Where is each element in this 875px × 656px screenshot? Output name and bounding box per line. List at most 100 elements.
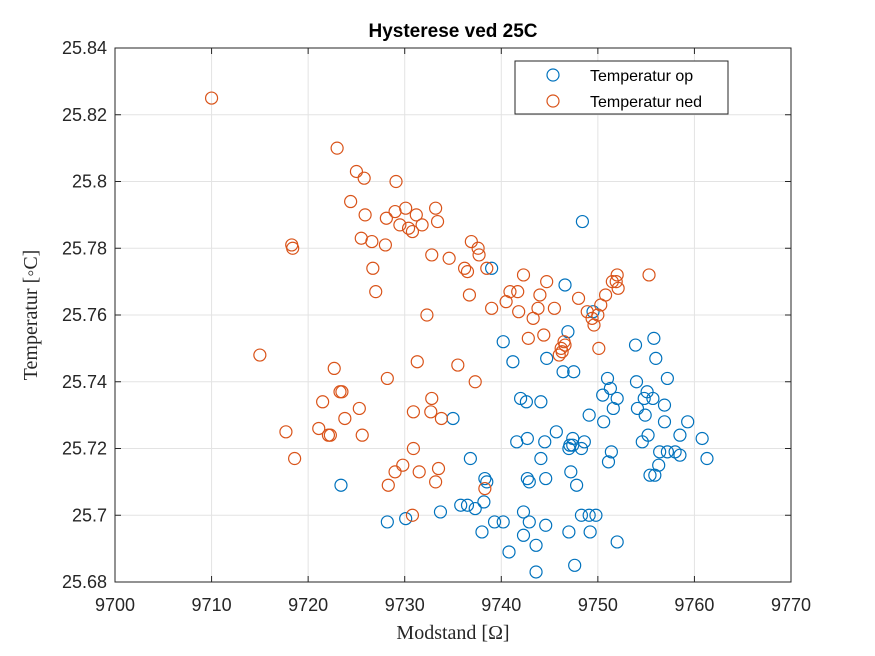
data-point-temperatur-ned (537, 328, 551, 342)
data-point-temperatur-op (399, 511, 413, 526)
data-point-temperatur-op (660, 371, 674, 386)
x-tick-label: 9740 (481, 595, 521, 615)
y-tick-label: 25.78 (62, 238, 107, 258)
data-point-temperatur-ned (327, 361, 341, 375)
x-axis-label: Modstand [Ω] (396, 622, 509, 644)
data-point-temperatur-ned (533, 288, 547, 302)
data-point-temperatur-ned (396, 458, 410, 472)
data-point-temperatur-op (604, 445, 618, 459)
data-point-temperatur-ned (555, 345, 569, 359)
data-point-temperatur-ned (472, 248, 486, 262)
x-tick-label: 9760 (674, 595, 714, 615)
data-point-temperatur-ned (389, 174, 403, 189)
data-point-temperatur-op (582, 508, 596, 522)
x-tick-label: 9710 (192, 595, 232, 615)
data-point-temperatur-ned (378, 238, 392, 252)
data-point-temperatur-ned (457, 261, 472, 275)
data-point-temperatur-op (549, 425, 563, 439)
data-point-temperatur-op (562, 525, 576, 539)
data-point-temperatur-op (520, 471, 534, 486)
data-point-temperatur-ned (558, 338, 572, 352)
series-temperatur-ned (204, 91, 656, 522)
data-point-temperatur-ned (279, 425, 293, 439)
data-point-temperatur-op (534, 451, 548, 466)
data-point-temperatur-op (496, 515, 510, 529)
data-point-temperatur-ned (393, 218, 407, 232)
x-tick-label: 9770 (771, 595, 811, 615)
data-point-temperatur-ned (462, 288, 477, 302)
data-point-temperatur-ned (330, 141, 344, 155)
data-point-temperatur-ned (591, 308, 605, 322)
data-point-temperatur-ned (405, 508, 420, 522)
data-point-temperatur-ned (410, 355, 424, 369)
data-point-temperatur-op (485, 261, 499, 275)
data-point-temperatur-op (641, 428, 655, 442)
legend-marker-temperatur-op (546, 68, 560, 82)
y-tick-label: 25.8 (72, 172, 107, 192)
data-point-temperatur-op (700, 451, 714, 466)
x-tick-label: 9750 (578, 595, 618, 615)
data-point-temperatur-ned (442, 251, 456, 265)
data-point-temperatur-ned (512, 305, 526, 319)
data-point-temperatur-ned (521, 331, 535, 345)
axis-ticks: 9700 9710 9720 9730 9740 9750 9760 9770 25.68 25.… (62, 38, 811, 615)
data-point-temperatur-ned (460, 265, 475, 279)
data-point-temperatur-ned (401, 221, 416, 235)
data-point-temperatur-ned (642, 268, 656, 282)
data-point-temperatur-op (540, 351, 554, 365)
y-tick-label: 25.84 (62, 38, 107, 58)
data-point-temperatur-ned (253, 348, 267, 362)
data-point-temperatur-ned (406, 405, 421, 419)
data-point-temperatur-ned (611, 281, 625, 295)
data-point-temperatur-ned (316, 395, 330, 409)
data-point-temperatur-ned (358, 208, 372, 222)
data-point-temperatur-op (570, 478, 584, 492)
data-point-temperatur-op (628, 338, 643, 352)
data-point-temperatur-ned (405, 224, 420, 239)
data-point-temperatur-op (695, 431, 709, 446)
data-point-temperatur-ned (352, 401, 366, 416)
data-point-temperatur-ned (430, 214, 445, 229)
data-point-temperatur-ned (592, 341, 606, 355)
data-point-temperatur-op (601, 455, 616, 469)
data-point-temperatur-op (673, 428, 687, 442)
data-point-temperatur-ned (429, 201, 443, 215)
y-tick-label: 25.74 (62, 372, 107, 392)
data-point-temperatur-ned (516, 268, 531, 282)
data-point-temperatur-op (487, 515, 502, 529)
data-point-temperatur-ned (478, 481, 492, 496)
data-point-temperatur-op (673, 448, 687, 462)
data-point-temperatur-ned (357, 171, 371, 185)
data-point-temperatur-ned (366, 261, 380, 275)
data-point-temperatur-ned (420, 308, 434, 322)
data-point-temperatur-op (519, 395, 533, 409)
data-point-temperatur-op (539, 518, 553, 532)
data-point-temperatur-op (657, 398, 672, 412)
data-point-temperatur-ned (365, 234, 379, 249)
data-point-temperatur-op (630, 401, 645, 416)
data-point-temperatur-ned (323, 428, 337, 442)
x-tick-label: 9720 (288, 595, 328, 615)
data-point-temperatur-ned (355, 428, 369, 442)
data-point-temperatur-ned (531, 301, 545, 315)
data-point-temperatur-ned (598, 288, 613, 302)
data-point-temperatur-op (610, 535, 624, 549)
data-point-temperatur-op (477, 495, 491, 509)
data-point-temperatur-op (603, 381, 618, 396)
data-point-temperatur-op (589, 508, 603, 522)
y-axis-label: Temperatur [◦C] (20, 250, 42, 381)
series-temperatur-op (334, 214, 714, 579)
data-point-temperatur-ned (431, 461, 446, 476)
data-point-temperatur-op (380, 515, 394, 529)
data-point-temperatur-op (574, 508, 589, 522)
data-point-temperatur-ned (406, 441, 421, 456)
data-point-temperatur-op (577, 435, 591, 449)
legend-entry-temperatur-op: Temperatur op (590, 68, 693, 85)
data-point-temperatur-ned (609, 275, 623, 289)
data-point-temperatur-op (506, 355, 520, 369)
data-point-temperatur-op (583, 525, 597, 539)
data-point-temperatur-ned (429, 475, 443, 489)
y-tick-label: 25.76 (62, 305, 107, 325)
data-point-temperatur-op (468, 501, 482, 516)
